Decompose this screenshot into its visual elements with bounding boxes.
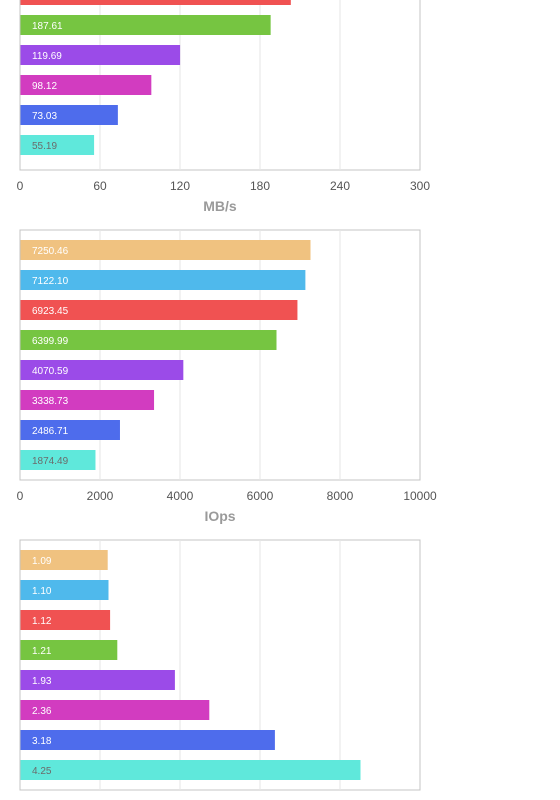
data-label: 3.18 xyxy=(32,736,52,747)
bar xyxy=(20,15,271,35)
plot-frame xyxy=(19,539,421,791)
data-label: 3338.73 xyxy=(32,396,69,407)
data-label: 2486.71 xyxy=(32,426,69,437)
data-label: 187.61 xyxy=(32,21,63,32)
data-label: 1.12 xyxy=(32,616,52,627)
bar xyxy=(20,390,155,410)
bar xyxy=(20,670,175,690)
x-axis-title: IOps xyxy=(204,508,235,524)
bar xyxy=(20,760,361,780)
bar xyxy=(20,135,95,155)
data-label: 2.36 xyxy=(32,706,52,717)
x-tick-label: 2000 xyxy=(87,489,114,503)
x-tick-label: 10000 xyxy=(403,489,437,503)
bar xyxy=(20,0,291,5)
data-label: 98.12 xyxy=(32,81,57,92)
bar xyxy=(20,105,118,125)
data-label: 7122.10 xyxy=(32,276,69,287)
bar xyxy=(20,640,118,660)
x-tick-label: 4000 xyxy=(167,489,194,503)
x-tick-label: 0 xyxy=(17,179,24,193)
data-label: 1.21 xyxy=(32,646,52,657)
bar xyxy=(20,730,275,750)
bar xyxy=(20,270,306,290)
bar xyxy=(20,610,111,630)
x-tick-label: 60 xyxy=(93,179,107,193)
x-tick-label: 240 xyxy=(330,179,350,193)
data-label: 55.19 xyxy=(32,141,57,152)
x-axis-title: MB/s xyxy=(203,198,237,214)
bar xyxy=(20,75,152,95)
x-tick-label: 120 xyxy=(170,179,190,193)
bar xyxy=(20,240,311,260)
bar xyxy=(20,300,298,320)
data-label: 1.09 xyxy=(32,556,52,567)
x-tick-label: 6000 xyxy=(247,489,274,503)
chart-1: 202.74 187.61 119.69 98.12 73.03 55.19 0 60 120 1… xyxy=(17,0,430,214)
x-tick-label: 300 xyxy=(410,179,430,193)
bar xyxy=(20,360,184,380)
data-label: 6923.45 xyxy=(32,306,69,317)
data-label: 1.93 xyxy=(32,676,52,687)
bar xyxy=(20,45,181,65)
chart-2: 7250.46 7122.10 6923.45 6399.99 4070.59 3338.… xyxy=(17,229,437,524)
bar xyxy=(20,700,210,720)
plot-frame xyxy=(19,229,421,481)
x-tick-label: 8000 xyxy=(327,489,354,503)
data-label: 4070.59 xyxy=(32,366,69,377)
data-label: 73.03 xyxy=(32,111,57,122)
data-label: 7250.46 xyxy=(32,246,69,257)
bar xyxy=(20,450,96,470)
data-label: 119.69 xyxy=(32,51,62,62)
data-label: 202.74 xyxy=(32,0,63,2)
bar xyxy=(20,550,108,570)
data-label: 6399.99 xyxy=(32,336,69,347)
data-label: 4.25 xyxy=(32,766,52,777)
x-tick-label: 180 xyxy=(250,179,270,193)
x-tick-label: 0 xyxy=(17,489,24,503)
bar xyxy=(20,330,277,350)
bar xyxy=(20,420,120,440)
data-label: 1874.49 xyxy=(32,456,69,467)
chart-3: 1.09 1.10 1.12 1.21 1.93 2.36 3.18 4.25 xyxy=(19,539,421,791)
bar xyxy=(20,580,109,600)
data-label: 1.10 xyxy=(32,586,52,597)
